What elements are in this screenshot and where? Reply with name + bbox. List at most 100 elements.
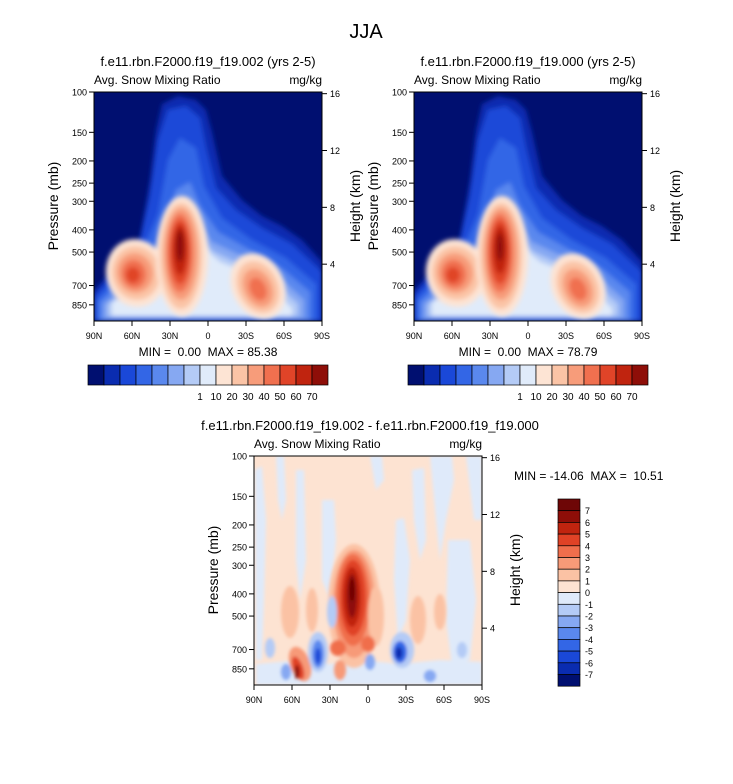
pressure-tick-label: 500 xyxy=(392,248,407,258)
panel-3: f.e11.rbn.F2000.f19_f19.002 - f.e11.rbn.… xyxy=(201,418,664,705)
latitude-tick-label: 30S xyxy=(238,331,254,341)
panel-1-height-axis-label: Height (km) xyxy=(347,170,363,242)
panel-2-height-axis-label: Height (km) xyxy=(667,170,683,242)
panel-1-title: f.e11.rbn.F2000.f19_f19.002 (yrs 2-5) xyxy=(100,54,315,69)
colorbar-swatch xyxy=(487,364,505,386)
pressure-tick-label: 400 xyxy=(232,589,247,599)
colorbar-tick-label: 1 xyxy=(517,392,523,403)
anomaly-blob xyxy=(368,586,384,646)
height-tick-label: 16 xyxy=(650,89,660,99)
colorbar-swatch xyxy=(557,603,581,617)
panel-1-variable-label: Avg. Snow Mixing Ratio xyxy=(94,73,221,87)
anomaly-blob xyxy=(265,638,275,658)
colorbar-tick-label: 4 xyxy=(585,541,590,551)
colorbar-tick-label: 10 xyxy=(210,392,222,403)
pressure-tick-label: 200 xyxy=(232,520,247,530)
pressure-tick-label: 100 xyxy=(232,452,247,462)
field-layer xyxy=(466,456,482,520)
anomaly-blob xyxy=(330,640,346,656)
pressure-tick-label: 850 xyxy=(232,664,247,674)
colorbar-swatch xyxy=(183,364,201,386)
field-layer xyxy=(255,466,266,660)
pressure-tick-label: 250 xyxy=(392,179,407,189)
colorbar-tick-label: 70 xyxy=(306,392,318,403)
warm-blob xyxy=(176,230,184,262)
panel-2-colorbar: 1 10 20 30 40 50 60 70 xyxy=(407,364,649,403)
pressure-tick-label: 700 xyxy=(72,281,87,291)
pressure-tick-label: 850 xyxy=(392,300,407,310)
pressure-tick-label: 250 xyxy=(72,179,87,189)
latitude-tick-label: 60N xyxy=(444,331,461,341)
colorbar-tick-label: 0 xyxy=(585,588,590,598)
anomaly-blob xyxy=(365,654,375,670)
colorbar-swatch xyxy=(279,364,297,386)
latitude-tick-label: 60N xyxy=(124,331,141,341)
field-layer xyxy=(296,470,306,600)
height-tick-label: 12 xyxy=(330,146,340,156)
colorbar-swatch xyxy=(557,510,581,523)
panel-2-pressure-axis-label: Pressure (mb) xyxy=(365,162,381,251)
anomaly-blob xyxy=(457,642,467,658)
latitude-tick-label: 30S xyxy=(398,695,414,705)
panel-3-contour-field xyxy=(254,456,482,685)
pressure-tick-label: 500 xyxy=(72,248,87,258)
height-tick-label: 16 xyxy=(490,453,500,463)
pressure-tick-label: 500 xyxy=(232,612,247,622)
colorbar-tick-label: -6 xyxy=(585,658,593,668)
height-tick-label: 4 xyxy=(650,260,655,270)
anomaly-blob xyxy=(361,636,375,652)
colorbar-tick-label: 40 xyxy=(258,392,270,403)
pressure-tick-label: 150 xyxy=(232,492,247,502)
pressure-tick-label: 300 xyxy=(392,197,407,207)
anomaly-blob xyxy=(349,578,355,602)
pressure-tick-label: 250 xyxy=(232,543,247,553)
height-tick-label: 4 xyxy=(330,260,335,270)
anomaly-blob xyxy=(334,660,346,680)
colorbar-swatch xyxy=(407,364,425,386)
colorbar-swatch xyxy=(557,627,581,640)
anomaly-blob xyxy=(434,594,446,630)
pressure-tick-label: 200 xyxy=(72,156,87,166)
colorbar-swatch xyxy=(551,364,569,386)
panel-1-min-max: MIN = 0.00 MAX = 85.38 xyxy=(139,345,278,359)
colorbar-tick-label: -5 xyxy=(585,647,593,657)
warm-blob xyxy=(496,233,504,261)
latitude-tick-label: 30N xyxy=(482,331,499,341)
anomaly-blob xyxy=(424,670,436,682)
latitude-tick-label: 30N xyxy=(162,331,179,341)
colorbar-swatch xyxy=(557,533,581,547)
panel-3-variable-label: Avg. Snow Mixing Ratio xyxy=(254,437,381,451)
pressure-tick-label: 150 xyxy=(392,128,407,138)
colorbar-swatch xyxy=(535,364,553,386)
panel-1-units-label: mg/kg xyxy=(289,73,322,87)
colorbar-swatch xyxy=(151,364,169,386)
panel-3-height-axis-label: Height (km) xyxy=(507,534,523,606)
colorbar-tick-label: -3 xyxy=(585,623,593,633)
colorbar-tick-label: -2 xyxy=(585,612,593,622)
latitude-tick-label: 30S xyxy=(558,331,574,341)
colorbar-tick-label: 60 xyxy=(290,392,302,403)
colorbar-tick-label: 50 xyxy=(594,392,606,403)
latitude-tick-label: 90N xyxy=(406,331,423,341)
field-layer xyxy=(370,456,384,490)
pressure-tick-label: 400 xyxy=(72,225,87,235)
pressure-tick-label: 300 xyxy=(72,197,87,207)
colorbar-swatch xyxy=(631,364,649,386)
latitude-tick-label: 90N xyxy=(246,695,263,705)
colorbar-swatch xyxy=(423,364,441,386)
panel-2-contour-field xyxy=(414,92,642,321)
colorbar-tick-label: 30 xyxy=(242,392,254,403)
pressure-tick-label: 700 xyxy=(392,281,407,291)
panel-2-units-label: mg/kg xyxy=(609,73,642,87)
warm-blob xyxy=(249,277,267,301)
colorbar-swatch xyxy=(557,498,581,512)
pressure-tick-label: 400 xyxy=(392,225,407,235)
colorbar-swatch xyxy=(247,364,265,386)
colorbar-swatch xyxy=(519,364,537,386)
anomaly-blob xyxy=(395,647,403,659)
panel-2-axes: 100 150 200 250 300 400 500 700 850 16 12 8 4 90N 60N 3… xyxy=(392,88,660,342)
pressure-tick-label: 100 xyxy=(392,88,407,98)
colorbar-swatch xyxy=(471,364,489,386)
anomaly-blob xyxy=(315,648,321,664)
